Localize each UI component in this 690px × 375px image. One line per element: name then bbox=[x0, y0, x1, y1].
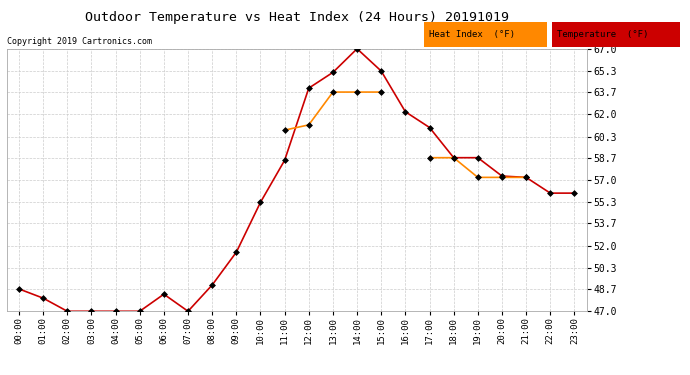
FancyBboxPatch shape bbox=[552, 22, 680, 47]
FancyBboxPatch shape bbox=[424, 22, 547, 47]
Text: Copyright 2019 Cartronics.com: Copyright 2019 Cartronics.com bbox=[7, 38, 152, 46]
Text: Outdoor Temperature vs Heat Index (24 Hours) 20191019: Outdoor Temperature vs Heat Index (24 Ho… bbox=[85, 11, 509, 24]
Text: Temperature  (°F): Temperature (°F) bbox=[557, 30, 649, 39]
Text: Heat Index  (°F): Heat Index (°F) bbox=[429, 30, 515, 39]
